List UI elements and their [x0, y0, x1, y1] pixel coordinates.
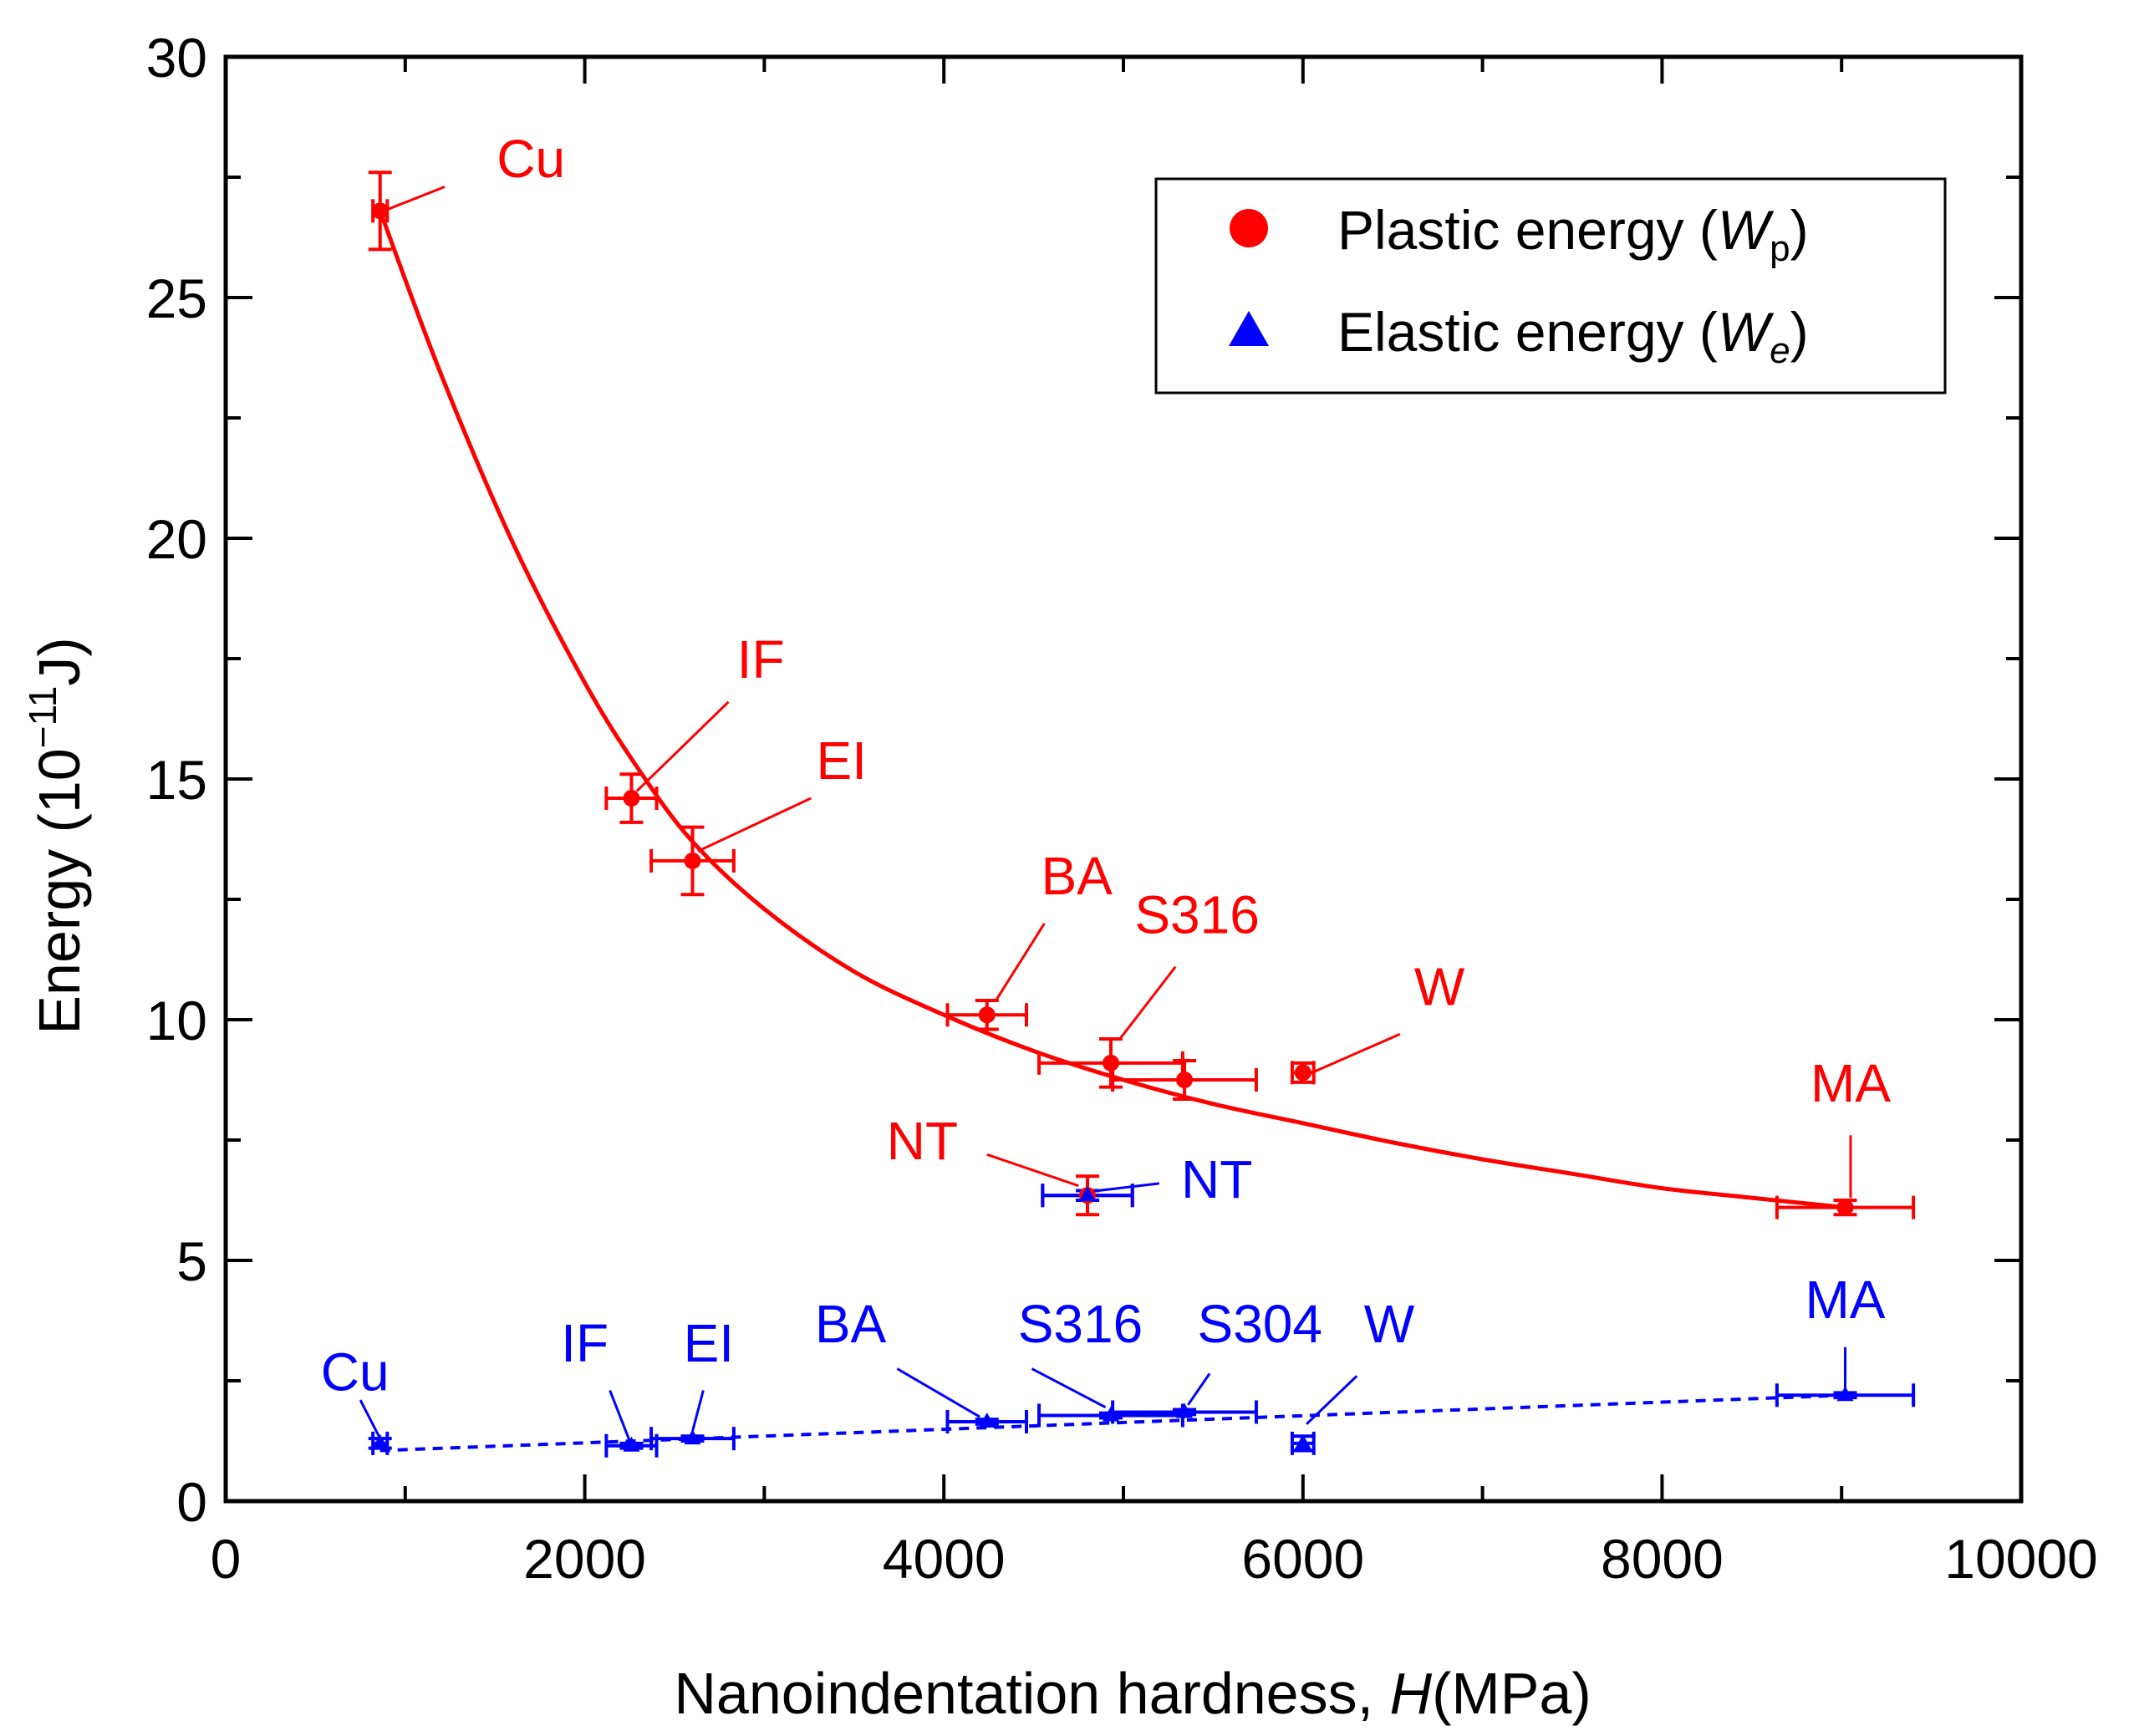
annotation-label-MA: MA	[1805, 1270, 1885, 1330]
y-tick-label: 0	[176, 1471, 207, 1533]
x-tick-label: 0	[211, 1528, 242, 1590]
annotation-label-S316: S316	[1018, 1294, 1143, 1354]
axis-ticks: 0 2000 4000 6000 8000 10000 0 5 10 15 20 25 30	[146, 27, 2098, 1590]
elastic-point-IF	[623, 1436, 640, 1452]
annotation-leader-BA	[995, 923, 1046, 1001]
elastic-point-Cu	[371, 1433, 389, 1449]
plastic-point-MA	[1836, 1199, 1854, 1216]
legend-elastic-text: Elastic energy (	[1337, 301, 1718, 363]
x-axis-title-main: Nanoindentation hardness,	[674, 1661, 1389, 1726]
legend: Plastic energy (Wp) Elastic energy (We)	[1154, 177, 1947, 395]
annotation-leader-EI	[691, 1390, 705, 1432]
legend-plastic-marker	[1230, 209, 1268, 247]
annotation-label-NT: NT	[887, 1111, 958, 1171]
y-axis-title-exp: −11	[21, 686, 64, 749]
elastic-point-EI	[684, 1429, 701, 1445]
legend-elastic-sub: e	[1770, 330, 1790, 371]
x-tick-label: 4000	[883, 1528, 1006, 1590]
annotation-leader-W	[1311, 1032, 1401, 1074]
plastic-point-W	[1294, 1064, 1311, 1082]
legend-elastic-close: )	[1790, 301, 1809, 363]
annotation-label-S316: S316	[1134, 884, 1259, 944]
x-axis-title-unit: (MPa)	[1432, 1661, 1592, 1726]
y-tick-label: 5	[176, 1230, 207, 1292]
annotation-leader-IF	[609, 1389, 631, 1442]
plastic-point-Cu	[371, 202, 389, 220]
plastic-fit-curve	[378, 210, 1846, 1210]
elastic-point-S304	[1176, 1403, 1194, 1418]
elastic-point-W	[1294, 1433, 1311, 1449]
annotation-leader-NT	[1098, 1182, 1160, 1192]
annotation-label-Cu: Cu	[497, 129, 565, 189]
legend-plastic-label: Plastic energy (Wp)	[1337, 199, 1809, 269]
x-tick-label: 8000	[1601, 1528, 1724, 1590]
annotation-label-S304: S304	[1198, 1294, 1322, 1354]
y-tick-label: 15	[146, 749, 207, 811]
annotation-label-EI: EI	[817, 731, 867, 791]
fit-lines	[378, 210, 1846, 1453]
annotation-leader-IF	[635, 700, 730, 792]
annotation-leader-EI	[697, 797, 812, 853]
annotation-leader-W	[1306, 1375, 1358, 1425]
annotation-leader-BA	[896, 1367, 980, 1418]
annotation-leader-Cu	[383, 186, 446, 212]
y-tick-label: 30	[146, 27, 207, 89]
annotation-leader-NT	[986, 1153, 1079, 1188]
legend-plastic-close: )	[1790, 199, 1809, 261]
plastic-point-BA	[978, 1006, 996, 1024]
y-tick-label: 25	[146, 267, 207, 329]
legend-plastic-sub: p	[1770, 228, 1790, 269]
y-axis-title-main: Energy (10	[27, 748, 92, 1034]
y-axis-title: Energy (10−11J)	[21, 637, 92, 1034]
x-axis-title-var: H	[1390, 1661, 1433, 1726]
x-tick-label: 10000	[1944, 1528, 2098, 1590]
plastic-point-EI	[684, 852, 701, 869]
legend-box	[1154, 177, 1947, 395]
annotation-label-EI: EI	[684, 1313, 734, 1373]
annotations: Cu IF EI BA S316 W MA NT NT Cu IF EI BA S316 S304 W MA	[321, 129, 1891, 1442]
plastic-point-S316	[1102, 1054, 1119, 1072]
annotation-leader-S316	[1031, 1367, 1107, 1409]
x-axis-title: Nanoindentation hardness, H(MPa)	[674, 1661, 1591, 1726]
annotation-label-IF: IF	[737, 629, 785, 690]
annotation-leader-Cu	[359, 1399, 382, 1439]
annotation-label-Cu: Cu	[321, 1342, 390, 1403]
y-axis-title-unit: J)	[27, 637, 92, 685]
annotation-leader-S316	[1118, 965, 1177, 1040]
legend-elastic-marker	[1229, 311, 1269, 346]
legend-plastic-text: Plastic energy (	[1337, 199, 1718, 261]
x-tick-label: 6000	[1241, 1528, 1364, 1590]
plastic-point-S304	[1176, 1072, 1194, 1088]
plastic-point-IF	[623, 790, 640, 807]
y-tick-label: 10	[146, 990, 207, 1051]
elastic-point-MA	[1836, 1386, 1854, 1402]
annotation-label-BA: BA	[815, 1294, 887, 1354]
markers	[371, 202, 1854, 1452]
legend-elastic-var: W	[1718, 301, 1775, 363]
legend-elastic-label: Elastic energy (We)	[1337, 301, 1809, 371]
annotation-label-MA: MA	[1811, 1053, 1891, 1113]
annotation-leader-S304	[1187, 1372, 1211, 1406]
annotation-label-W: W	[1364, 1294, 1415, 1354]
legend-plastic-var: W	[1718, 199, 1775, 261]
elastic-point-NT	[1079, 1186, 1097, 1202]
elastic-point-S316	[1102, 1406, 1119, 1422]
annotation-label-W: W	[1414, 957, 1465, 1017]
annotation-label-BA: BA	[1041, 846, 1113, 906]
y-tick-label: 20	[146, 508, 207, 570]
annotation-label-NT: NT	[1181, 1149, 1252, 1209]
elastic-point-BA	[978, 1412, 996, 1428]
x-tick-label: 2000	[523, 1528, 646, 1590]
annotation-label-IF: IF	[561, 1313, 609, 1373]
